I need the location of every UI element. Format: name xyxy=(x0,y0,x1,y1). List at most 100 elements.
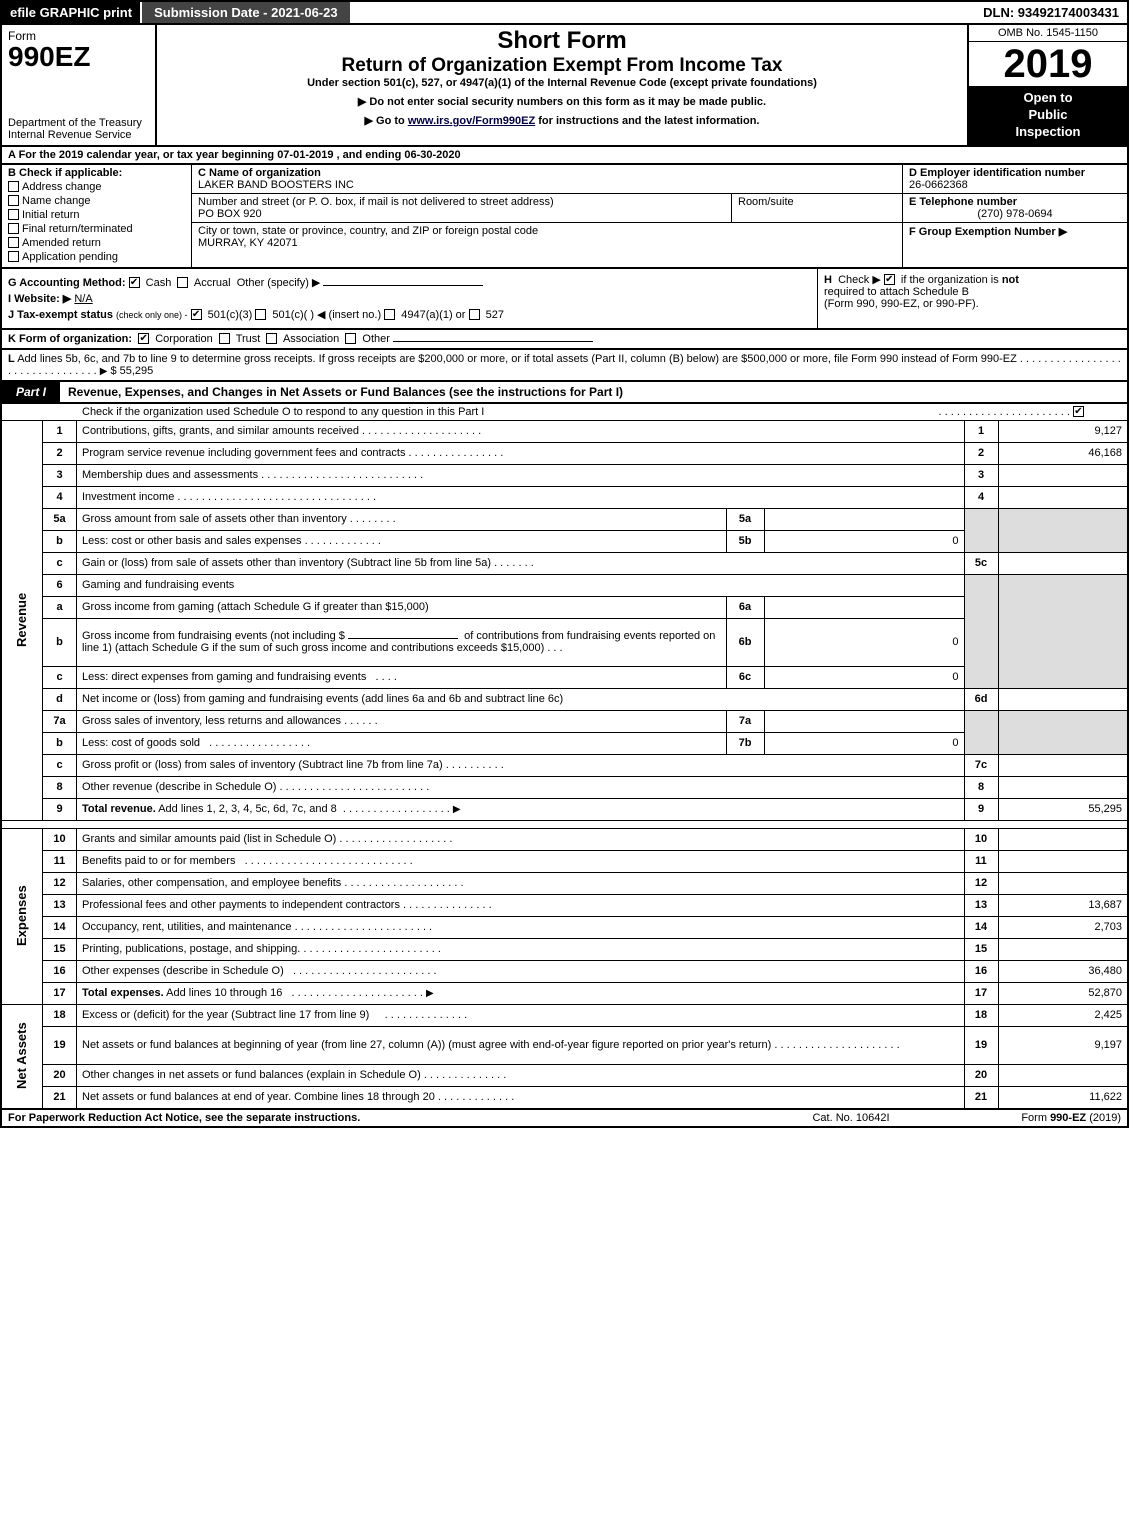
g-other-input[interactable] xyxy=(323,285,483,286)
chk-h[interactable] xyxy=(884,274,895,285)
l7b-sn: 7b xyxy=(726,732,764,754)
lbl-phone: E Telephone number xyxy=(909,196,1017,208)
l14-val: 2,703 xyxy=(998,916,1128,938)
row-19: 19 Net assets or fund balances at beginn… xyxy=(1,1026,1128,1064)
chk-name-change[interactable]: Name change xyxy=(8,195,185,207)
l5a-no: 5a xyxy=(43,508,77,530)
l6b-sv: 0 xyxy=(764,618,964,666)
l5a-sn: 5a xyxy=(726,508,764,530)
l7c-rn: 7c xyxy=(964,754,998,776)
col-b-title: B Check if applicable: xyxy=(8,167,122,179)
phone-block: E Telephone number (270) 978-0694 xyxy=(903,194,1127,223)
l14-no: 14 xyxy=(43,916,77,938)
l6d-desc: Net income or (loss) from gaming and fun… xyxy=(77,688,965,710)
l20-rn: 20 xyxy=(964,1064,998,1086)
notice2-pre: ▶ Go to xyxy=(365,115,408,127)
chk-527[interactable] xyxy=(469,309,480,320)
l10-val xyxy=(998,828,1128,850)
side-net-assets: Net Assets xyxy=(1,1004,43,1108)
chk-other-org[interactable] xyxy=(345,333,356,344)
l7b-no: b xyxy=(43,732,77,754)
l5ab-shade xyxy=(964,508,998,552)
l13-val: 13,687 xyxy=(998,894,1128,916)
j-527: 527 xyxy=(486,309,504,321)
l2-rn: 2 xyxy=(964,442,998,464)
l12-rn: 12 xyxy=(964,872,998,894)
l5a-desc: Gross amount from sale of assets other t… xyxy=(77,508,727,530)
l6-shade xyxy=(964,574,998,688)
chk-address-change[interactable]: Address change xyxy=(8,181,185,193)
tax-year: 2019 xyxy=(969,42,1127,86)
i-label: I Website: ▶ xyxy=(8,293,71,305)
chk-amended-return[interactable]: Amended return xyxy=(8,237,185,249)
l4-rn: 4 xyxy=(964,486,998,508)
l10-rn: 10 xyxy=(964,828,998,850)
chk-trust[interactable] xyxy=(219,333,230,344)
group-block: F Group Exemption Number ▶ xyxy=(903,223,1127,240)
i-value: N/A xyxy=(74,293,92,305)
l7ab-shade xyxy=(964,710,998,754)
line-g: G Accounting Method: Cash Accrual Other … xyxy=(8,276,811,289)
row-2: 2 Program service revenue including gove… xyxy=(1,442,1128,464)
chk-schedule-o[interactable] xyxy=(1073,406,1084,417)
l20-val xyxy=(998,1064,1128,1086)
l19-desc: Net assets or fund balances at beginning… xyxy=(77,1026,965,1064)
l7c-val xyxy=(998,754,1128,776)
notice-url: ▶ Go to www.irs.gov/Form990EZ for instru… xyxy=(163,114,961,127)
row-20: 20 Other changes in net assets or fund b… xyxy=(1,1064,1128,1086)
footer-left: For Paperwork Reduction Act Notice, see … xyxy=(8,1112,761,1124)
irs-link[interactable]: www.irs.gov/Form990EZ xyxy=(408,115,535,127)
chk-final-return[interactable]: Final return/terminated xyxy=(8,223,185,235)
chk-cash[interactable] xyxy=(129,277,140,288)
chk-501c[interactable] xyxy=(255,309,266,320)
side-revenue: Revenue xyxy=(1,420,43,820)
l15-val xyxy=(998,938,1128,960)
lbl-org-name: C Name of organization xyxy=(198,167,321,179)
chk-accrual[interactable] xyxy=(177,277,188,288)
l14-rn: 14 xyxy=(964,916,998,938)
l2-val: 46,168 xyxy=(998,442,1128,464)
l13-no: 13 xyxy=(43,894,77,916)
row-12: 12 Salaries, other compensation, and emp… xyxy=(1,872,1128,894)
check-o-text: Check if the organization used Schedule … xyxy=(82,406,939,418)
l7ab-shade-v xyxy=(998,710,1128,754)
h-label: H xyxy=(824,274,832,286)
l5c-val xyxy=(998,552,1128,574)
row-7b: b Less: cost of goods sold . . . . . . .… xyxy=(1,732,1128,754)
efile-print-button[interactable]: efile GRAPHIC print xyxy=(2,2,140,23)
l6a-sn: 6a xyxy=(726,596,764,618)
chk-corp[interactable] xyxy=(138,333,149,344)
k-other: Other xyxy=(362,333,390,345)
l6b-no: b xyxy=(43,618,77,666)
l15-no: 15 xyxy=(43,938,77,960)
chk-assoc[interactable] xyxy=(266,333,277,344)
chk-label-0: Address change xyxy=(22,181,102,193)
l3-no: 3 xyxy=(43,464,77,486)
l6b-sn: 6b xyxy=(726,618,764,666)
footer-right-post: (2019) xyxy=(1089,1112,1121,1124)
open1: Open to xyxy=(1023,90,1072,105)
chk-4947[interactable] xyxy=(384,309,395,320)
l21-rn: 21 xyxy=(964,1086,998,1108)
omb-number: OMB No. 1545-1150 xyxy=(969,25,1127,42)
row-17: 17 Total expenses. Add lines 10 through … xyxy=(1,982,1128,1004)
k-other-input[interactable] xyxy=(393,341,593,342)
section-ghij: G Accounting Method: Cash Accrual Other … xyxy=(0,269,1129,330)
row-5a: 5a Gross amount from sale of assets othe… xyxy=(1,508,1128,530)
chk-initial-return[interactable]: Initial return xyxy=(8,209,185,221)
l19-rn: 19 xyxy=(964,1026,998,1064)
l17-val: 52,870 xyxy=(998,982,1128,1004)
l21-no: 21 xyxy=(43,1086,77,1108)
org-name: LAKER BAND BOOSTERS INC xyxy=(198,179,354,191)
l4-no: 4 xyxy=(43,486,77,508)
l6b-amount-input[interactable] xyxy=(348,638,458,639)
row-4: 4 Investment income . . . . . . . . . . … xyxy=(1,486,1128,508)
l21-desc: Net assets or fund balances at end of ye… xyxy=(77,1086,965,1108)
chk-501c3[interactable] xyxy=(191,309,202,320)
footer-center: Cat. No. 10642I xyxy=(761,1112,941,1124)
chk-label-1: Name change xyxy=(22,195,91,207)
l-amount: $ 55,295 xyxy=(110,365,153,377)
l6d-val xyxy=(998,688,1128,710)
l6d-no: d xyxy=(43,688,77,710)
chk-application-pending[interactable]: Application pending xyxy=(8,251,185,263)
